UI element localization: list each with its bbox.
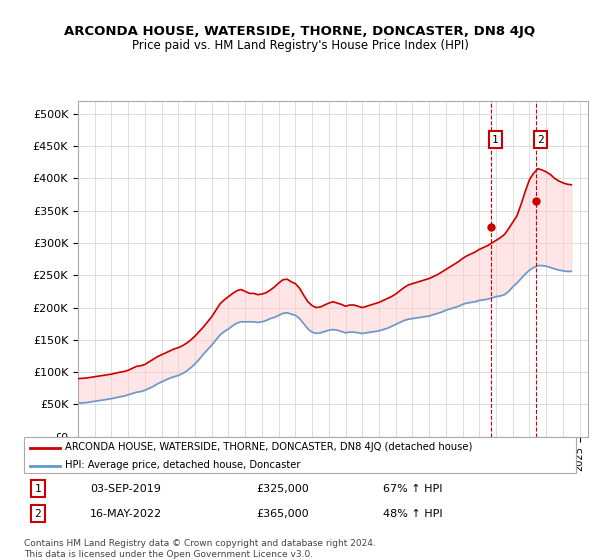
Text: Price paid vs. HM Land Registry's House Price Index (HPI): Price paid vs. HM Land Registry's House … [131, 39, 469, 52]
Text: 48% ↑ HPI: 48% ↑ HPI [383, 509, 442, 519]
Text: 1: 1 [34, 484, 41, 493]
Text: 1: 1 [492, 134, 499, 144]
Text: 2: 2 [538, 134, 544, 144]
Text: This data is licensed under the Open Government Licence v3.0.: This data is licensed under the Open Gov… [24, 550, 313, 559]
FancyBboxPatch shape [24, 437, 576, 473]
Text: HPI: Average price, detached house, Doncaster: HPI: Average price, detached house, Donc… [65, 460, 301, 470]
Text: 67% ↑ HPI: 67% ↑ HPI [383, 484, 442, 493]
Text: Contains HM Land Registry data © Crown copyright and database right 2024.: Contains HM Land Registry data © Crown c… [24, 539, 376, 548]
Text: 16-MAY-2022: 16-MAY-2022 [90, 509, 163, 519]
Text: 03-SEP-2019: 03-SEP-2019 [90, 484, 161, 493]
Text: £365,000: £365,000 [256, 509, 308, 519]
Text: ARCONDA HOUSE, WATERSIDE, THORNE, DONCASTER, DN8 4JQ (detached house): ARCONDA HOUSE, WATERSIDE, THORNE, DONCAS… [65, 442, 473, 452]
Text: 2: 2 [34, 509, 41, 519]
Text: £325,000: £325,000 [256, 484, 308, 493]
Text: ARCONDA HOUSE, WATERSIDE, THORNE, DONCASTER, DN8 4JQ: ARCONDA HOUSE, WATERSIDE, THORNE, DONCAS… [64, 25, 536, 38]
